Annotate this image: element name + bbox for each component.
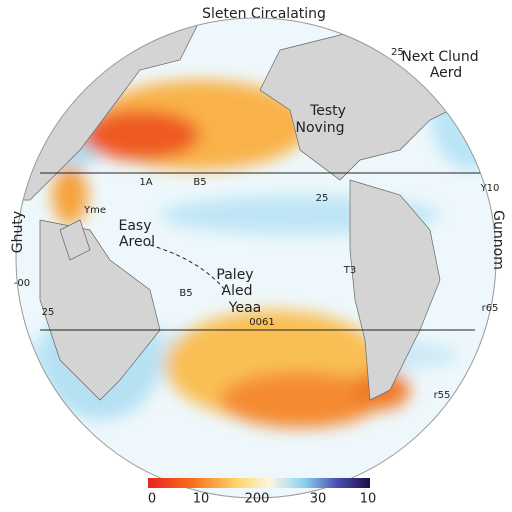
label: Paley bbox=[216, 267, 253, 283]
colorbar-tick: 30 bbox=[310, 492, 327, 507]
label: Easy bbox=[118, 218, 151, 234]
label: r65 bbox=[482, 303, 499, 314]
label: 0061 bbox=[249, 317, 274, 328]
colorbar-ticks: 0 10 200 30 10 bbox=[148, 492, 376, 507]
colorbar-tick: 200 bbox=[245, 492, 270, 507]
colorbar bbox=[148, 478, 370, 488]
label: T3 bbox=[343, 265, 356, 276]
labels: 25 Next Clund Aerd Testy Noving 1A B5 Y1… bbox=[10, 47, 506, 401]
label: B5 bbox=[179, 288, 192, 299]
label: Aerd bbox=[430, 65, 462, 81]
label: Noving bbox=[296, 120, 345, 136]
globe-outline bbox=[15, 17, 497, 499]
colorbar-tick: 10 bbox=[360, 492, 377, 507]
label: r55 bbox=[434, 390, 451, 401]
label: B5 bbox=[193, 177, 206, 188]
label: Y10 bbox=[480, 183, 500, 194]
colorbar-tick: 10 bbox=[193, 492, 210, 507]
globe bbox=[16, 18, 496, 498]
label: 25 bbox=[391, 47, 404, 58]
label: Yme bbox=[83, 205, 106, 216]
label: Gunnom bbox=[490, 210, 506, 270]
label: Ghuty bbox=[10, 211, 26, 253]
label: Aled bbox=[222, 283, 253, 299]
label: Testy bbox=[309, 103, 346, 119]
label: Yeaa bbox=[228, 300, 261, 316]
path-line bbox=[149, 244, 226, 291]
colorbar-tick: 0 bbox=[148, 492, 156, 507]
label: Areol bbox=[119, 234, 155, 250]
label: 25 bbox=[42, 307, 55, 318]
title: Sleten Circalating bbox=[202, 6, 326, 22]
label: 1A bbox=[139, 177, 152, 188]
label: -00 bbox=[14, 278, 30, 289]
label: Next Clund bbox=[401, 49, 478, 65]
label: 25 bbox=[316, 193, 329, 204]
